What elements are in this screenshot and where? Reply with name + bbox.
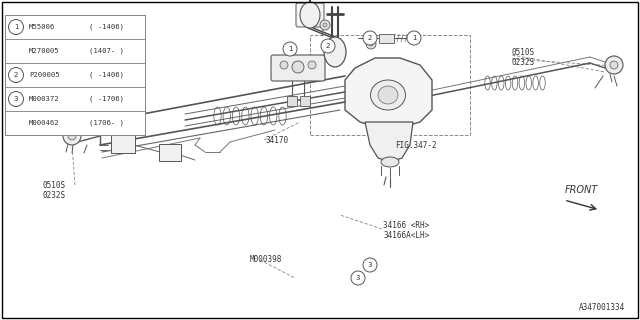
Bar [5,111,145,135]
Ellipse shape [324,37,346,67]
Circle shape [68,132,76,140]
Ellipse shape [300,2,320,28]
Circle shape [323,23,327,27]
Bar [5,15,145,39]
Text: 1: 1 [13,24,19,30]
Circle shape [8,20,24,35]
Text: 0510S: 0510S [42,180,65,189]
Text: (1407- ): (1407- ) [89,48,124,54]
Circle shape [351,271,365,285]
Text: 0232S: 0232S [42,190,65,199]
Text: 34166A<LH>: 34166A<LH> [383,231,429,241]
Text: M55006: M55006 [29,24,55,30]
Text: 2: 2 [368,35,372,41]
Text: FIG.347-2: FIG.347-2 [395,140,436,149]
Ellipse shape [381,157,399,167]
Circle shape [8,92,24,107]
Text: 3: 3 [356,275,360,281]
FancyBboxPatch shape [300,96,310,106]
Text: 0510S: 0510S [512,47,535,57]
Text: (1706- ): (1706- ) [89,120,124,126]
Circle shape [321,39,335,53]
Text: 1: 1 [288,46,292,52]
Text: ( -1706): ( -1706) [89,96,124,102]
Circle shape [283,42,297,56]
Circle shape [605,56,623,74]
Text: M000398: M000398 [250,255,282,265]
Text: A347001334: A347001334 [579,303,625,312]
Circle shape [8,68,24,83]
Circle shape [63,127,81,145]
FancyBboxPatch shape [287,96,297,106]
Text: M270005: M270005 [29,48,60,54]
Circle shape [366,39,376,49]
Text: ( -1406): ( -1406) [89,24,124,30]
Text: 2: 2 [326,43,330,49]
Text: 3: 3 [368,262,372,268]
Circle shape [320,20,330,30]
FancyBboxPatch shape [296,3,324,27]
Ellipse shape [378,86,398,104]
Bar [5,63,145,87]
Circle shape [363,31,377,45]
Bar [5,15,145,135]
Ellipse shape [371,80,406,110]
Text: M000372: M000372 [29,96,60,102]
Polygon shape [345,58,432,128]
FancyBboxPatch shape [378,34,394,43]
Circle shape [292,61,304,73]
Text: 3: 3 [13,96,19,102]
FancyBboxPatch shape [271,55,325,81]
FancyBboxPatch shape [111,135,135,153]
Text: FRONT: FRONT [565,185,598,195]
Circle shape [363,258,377,272]
Circle shape [280,61,288,69]
Text: 1: 1 [412,35,416,41]
Text: ( -1406): ( -1406) [89,72,124,78]
Bar [5,39,145,63]
Bar [5,87,145,111]
Circle shape [610,61,618,69]
Text: 34166 <RH>: 34166 <RH> [383,221,429,230]
Bar [310,35,470,135]
Text: 2: 2 [14,72,18,78]
Circle shape [369,42,373,46]
Text: M000462: M000462 [29,120,60,126]
Polygon shape [365,122,413,162]
Text: P200005: P200005 [29,72,60,78]
Text: 34170: 34170 [265,135,288,145]
Text: 0232S: 0232S [512,58,535,67]
Circle shape [308,61,316,69]
Circle shape [407,31,421,45]
FancyBboxPatch shape [159,144,181,161]
